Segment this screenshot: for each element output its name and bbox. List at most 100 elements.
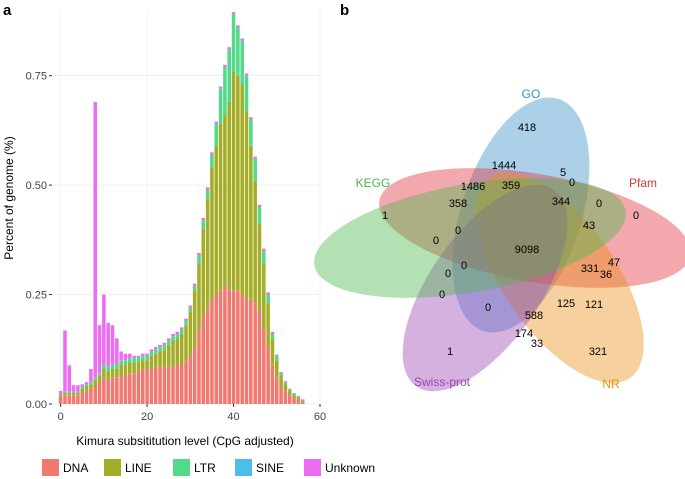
bar-ltr-segment xyxy=(136,358,141,363)
bar-line-segment xyxy=(292,395,296,398)
bar-dna-segment xyxy=(223,285,227,404)
venn-region-label: 33 xyxy=(531,338,543,350)
y-tick-label: 0.00 xyxy=(26,399,47,411)
venn-region-labels: 418 1444 5 0 1486 359 358 344 0 43 0 1 0… xyxy=(382,122,639,358)
bar-line-segment xyxy=(149,355,154,369)
bar-ltr-segment xyxy=(279,373,283,376)
bar-unknown-segment xyxy=(89,368,93,383)
venn-region-label: 358 xyxy=(449,198,467,210)
legend-label-sine: SINE xyxy=(256,461,284,475)
bar-line-segment xyxy=(162,349,167,367)
bar-dna-segment xyxy=(97,382,102,404)
bar-unknown-segment xyxy=(214,121,219,124)
bar-line-segment xyxy=(236,75,240,291)
bar-line-segment xyxy=(262,263,266,330)
bar-ltr-segment xyxy=(231,14,236,72)
venn-region-label: 0 xyxy=(596,198,602,210)
bar-dna-segment xyxy=(283,390,288,404)
bar-line-segment xyxy=(253,180,257,304)
venn-region-label: 0 xyxy=(439,289,445,301)
bar-unknown-segment xyxy=(158,344,162,348)
venn-region-label: 1 xyxy=(382,210,388,222)
legend-label-unknown: Unknown xyxy=(325,461,375,475)
bar-ltr-segment xyxy=(188,307,193,313)
bar-ltr-segment xyxy=(236,27,240,76)
bar-unknown-segment xyxy=(80,384,85,387)
bar-ltr-segment xyxy=(153,349,158,354)
bar-dna-segment xyxy=(106,379,110,404)
legend-swatch-dna xyxy=(42,459,59,476)
bar-dna-segment xyxy=(240,294,244,404)
bar-dna-segment xyxy=(128,373,132,404)
bar-ltr-segment xyxy=(262,250,266,264)
venn-region-label: 36 xyxy=(600,269,612,281)
venn-region-label: 359 xyxy=(502,180,520,192)
bar-ltr-segment xyxy=(166,340,171,345)
bar-dna-segment xyxy=(279,386,283,404)
bar-unknown-segment xyxy=(201,217,206,221)
venn-region-label: 174 xyxy=(515,328,533,340)
bar-unknown-segment xyxy=(283,381,288,383)
bar-dna-segment xyxy=(218,290,223,404)
venn-region-label: 5 xyxy=(560,167,566,179)
bar-line-segment xyxy=(80,388,85,394)
bar-line-segment xyxy=(249,145,253,299)
venn-set-label-swissprot: Swiss-prot xyxy=(414,375,471,389)
bar-line-segment xyxy=(119,364,123,376)
bar-dna-segment xyxy=(67,395,72,404)
bar-line-segment xyxy=(283,384,288,391)
bar-line-segment xyxy=(84,386,89,391)
bar-unknown-segment xyxy=(67,365,72,392)
x-tick-label: 60 xyxy=(314,411,326,423)
venn-region-label: 9098 xyxy=(515,244,539,256)
venn-region-label: 0 xyxy=(633,210,639,222)
bar-dna-segment xyxy=(84,390,89,404)
bar-ltr-segment xyxy=(106,366,110,372)
venn-region-label: 0 xyxy=(445,268,451,280)
bar-unknown-segment xyxy=(253,156,257,159)
legend-swatch-ltr xyxy=(173,459,190,476)
bar-ltr-segment xyxy=(253,158,257,181)
bar-line-segment xyxy=(102,368,106,378)
venn-set-pfam xyxy=(379,168,685,288)
legend-label-dna: DNA xyxy=(63,461,88,475)
bar-line-segment xyxy=(257,224,262,313)
bar-line-segment xyxy=(227,101,231,291)
bar-line-segment xyxy=(158,351,162,367)
bar-line-segment xyxy=(106,371,110,380)
bar-dna-segment xyxy=(63,395,67,404)
bar-ltr-segment xyxy=(244,75,249,111)
bar-unknown-segment xyxy=(145,353,149,356)
panel-b-label: b xyxy=(340,2,349,19)
bar-dna-segment xyxy=(184,360,188,404)
venn-set-go xyxy=(452,97,590,333)
venn-region-label: 0 xyxy=(485,302,491,314)
bar-unknown-segment xyxy=(197,252,201,256)
bar-ltr-segment xyxy=(128,358,132,363)
bar-line-segment xyxy=(244,110,249,299)
bar-dna-segment xyxy=(158,366,162,404)
bar-dna-segment xyxy=(76,395,80,404)
bar-unknown-segment xyxy=(244,73,249,76)
panel-a-label: a xyxy=(3,2,12,19)
bar-dna-segment xyxy=(257,312,262,404)
bar-ltr-segment xyxy=(223,66,227,116)
bar-line-segment xyxy=(192,290,197,348)
bar-line-segment xyxy=(71,393,76,396)
bar-line-segment xyxy=(93,379,97,387)
bar-dna-segment xyxy=(166,366,171,404)
bar-unknown-segment xyxy=(84,382,89,385)
bar-line-segment xyxy=(153,353,158,367)
venn-region-label: 43 xyxy=(583,220,595,232)
bar-line-segment xyxy=(201,228,206,317)
bar-line-segment xyxy=(223,115,227,286)
bar-ltr-segment xyxy=(240,40,244,85)
bar-line-segment xyxy=(67,393,72,396)
bar-dna-segment xyxy=(102,377,106,404)
bar-line-segment xyxy=(141,360,145,369)
bar-dna-segment xyxy=(162,366,167,404)
bar-dna-segment xyxy=(149,368,154,404)
bar-unknown-segment xyxy=(249,117,253,120)
venn-set-label-pfam: Pfam xyxy=(629,176,657,190)
bar-dna-segment xyxy=(300,401,305,404)
